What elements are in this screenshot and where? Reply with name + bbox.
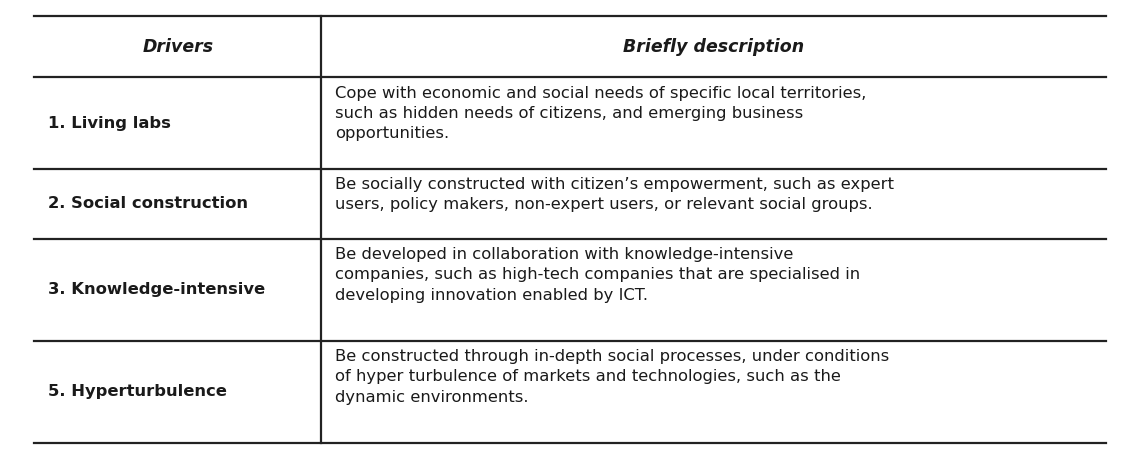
Text: Briefly description: Briefly description	[624, 38, 804, 56]
Text: Be socially constructed with citizen’s empowerment, such as expert
users, policy: Be socially constructed with citizen’s e…	[335, 177, 894, 212]
Text: Drivers: Drivers	[142, 38, 213, 56]
Text: Be constructed through in-depth social processes, under conditions
of hyper turb: Be constructed through in-depth social p…	[335, 349, 889, 405]
Text: Cope with economic and social needs of specific local territories,
such as hidde: Cope with economic and social needs of s…	[335, 86, 866, 142]
Text: 3. Knowledge-intensive: 3. Knowledge-intensive	[48, 282, 264, 297]
Text: 2. Social construction: 2. Social construction	[48, 196, 247, 211]
Text: 5. Hyperturbulence: 5. Hyperturbulence	[48, 384, 227, 399]
Text: Be developed in collaboration with knowledge-intensive
companies, such as high-t: Be developed in collaboration with knowl…	[335, 247, 861, 303]
Text: 1. Living labs: 1. Living labs	[48, 116, 171, 131]
